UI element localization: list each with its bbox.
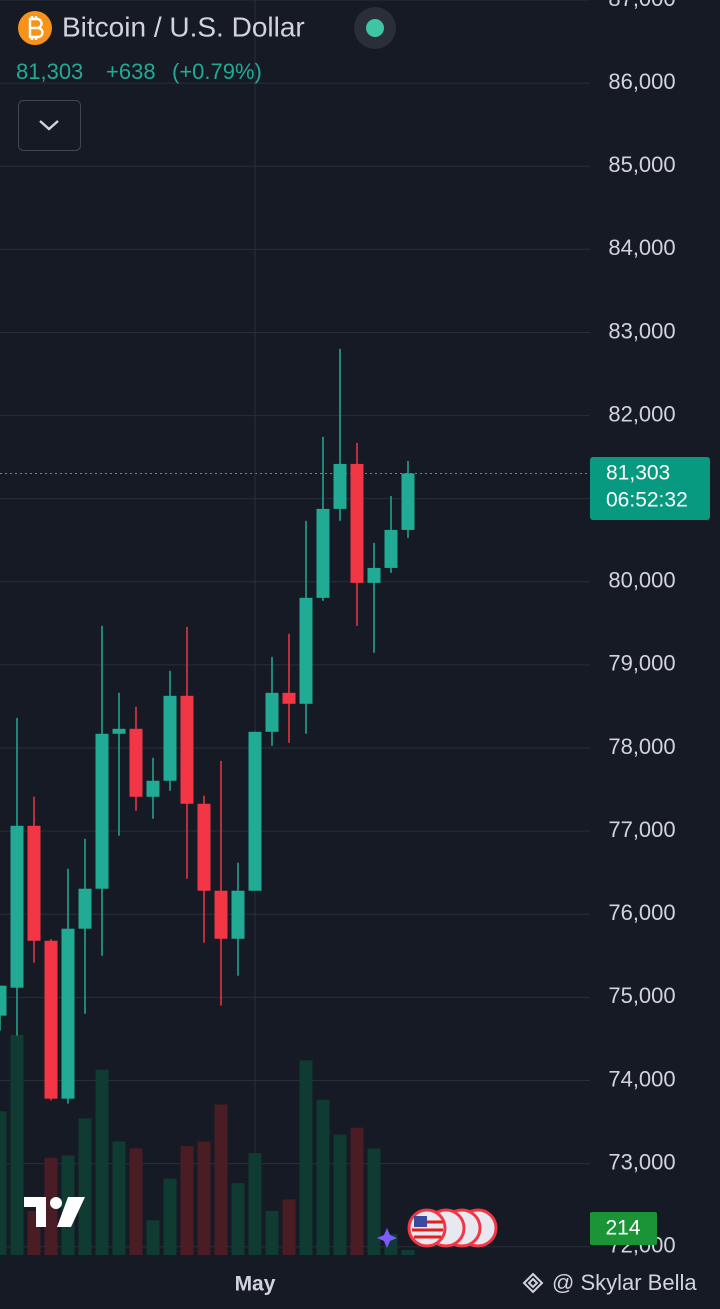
- tv-logo: [50, 1197, 62, 1209]
- candles: [0, 348, 415, 1104]
- candle-body: [350, 463, 364, 583]
- candle-body: [163, 695, 177, 781]
- y-tick-label: 87,000: [608, 0, 675, 11]
- candle-body: [231, 890, 245, 939]
- volume-bar: [248, 1153, 262, 1255]
- volume-label: 214: [605, 1217, 640, 1240]
- candle-body: [265, 692, 279, 732]
- y-tick-label: 86,000: [608, 69, 675, 94]
- volume-bar: [316, 1099, 330, 1255]
- y-tick-label: 75,000: [608, 983, 675, 1008]
- volume-bar: [112, 1141, 126, 1255]
- volume-bar: [214, 1104, 228, 1255]
- volume-label-box: [590, 1212, 657, 1245]
- y-tick-label: 85,000: [608, 152, 675, 177]
- candle-body: [401, 473, 415, 530]
- y-tick-label: 77,000: [608, 817, 675, 842]
- volume-bar: [282, 1199, 296, 1255]
- candle-body: [10, 825, 24, 988]
- volume-bar: [146, 1220, 160, 1255]
- symbol-title: Bitcoin / U.S. Dollar: [62, 11, 305, 42]
- candle-body: [180, 695, 194, 804]
- candle-body: [282, 692, 296, 704]
- candle-body: [44, 940, 58, 1099]
- y-tick-label: 74,000: [608, 1066, 675, 1091]
- price-change: +638: [106, 59, 156, 84]
- candle-body: [299, 597, 313, 704]
- candle-body: [146, 780, 160, 797]
- event-star: [377, 1228, 397, 1248]
- tv-logo: [24, 1197, 46, 1227]
- candle-body: [333, 463, 347, 509]
- price-change-percent: (+0.79%): [172, 59, 262, 84]
- candle-body: [0, 985, 7, 1016]
- tv-logo: [57, 1197, 85, 1227]
- y-tick-label: 78,000: [608, 734, 675, 759]
- y-tick-label: 83,000: [608, 318, 675, 343]
- volume-pane: [0, 1034, 415, 1255]
- volume-bar: [197, 1141, 211, 1255]
- volume-bar: [180, 1146, 194, 1255]
- volume-bar: [78, 1118, 92, 1255]
- volume-bar: [401, 1250, 415, 1255]
- volume-bar: [44, 1157, 58, 1255]
- event-flags: [407, 1208, 498, 1248]
- y-tick-label: 79,000: [608, 651, 675, 676]
- candle-body: [248, 731, 262, 891]
- candle-body: [214, 890, 228, 939]
- x-tick-label: May: [235, 1273, 276, 1296]
- y-tick-label: 73,000: [608, 1149, 675, 1174]
- candle-body: [112, 728, 126, 734]
- collapse-button[interactable]: [18, 100, 81, 151]
- chevron-icon: [39, 120, 59, 131]
- candle-body: [384, 529, 398, 568]
- y-tick-label: 84,000: [608, 235, 675, 260]
- watermark-icon: [522, 1272, 544, 1294]
- last-price-axis-label: 81,303: [606, 462, 670, 485]
- candle-body: [129, 728, 143, 797]
- volume-bar: [333, 1134, 347, 1255]
- y-tick-label: 80,000: [608, 568, 675, 593]
- countdown: 06:52:32: [606, 489, 688, 512]
- candle-body: [61, 928, 75, 1099]
- status-dot: [366, 19, 384, 37]
- y-tick-label: 82,000: [608, 401, 675, 426]
- candle-body: [95, 733, 109, 889]
- candle-body: [27, 825, 41, 941]
- candle-body: [367, 567, 381, 583]
- y-tick-label: 76,000: [608, 900, 675, 925]
- candle-body: [316, 508, 330, 598]
- watermark: @ Skylar Bella: [552, 1270, 697, 1295]
- volume-bar: [299, 1060, 313, 1255]
- volume-bar: [129, 1148, 143, 1255]
- candle-body: [197, 803, 211, 891]
- volume-bar: [10, 1034, 24, 1255]
- volume-bar: [231, 1183, 245, 1255]
- candle-body: [78, 888, 92, 929]
- bitcoin-glyph: [28, 16, 44, 40]
- volume-bar: [0, 1111, 7, 1255]
- last-price-box: [590, 457, 710, 520]
- volume-bar: [350, 1127, 364, 1255]
- volume-bar: [163, 1178, 177, 1255]
- volume-bar: [367, 1148, 381, 1255]
- volume-bar: [265, 1210, 279, 1255]
- volume-bar: [95, 1069, 109, 1255]
- last-price: 81,303: [16, 59, 83, 84]
